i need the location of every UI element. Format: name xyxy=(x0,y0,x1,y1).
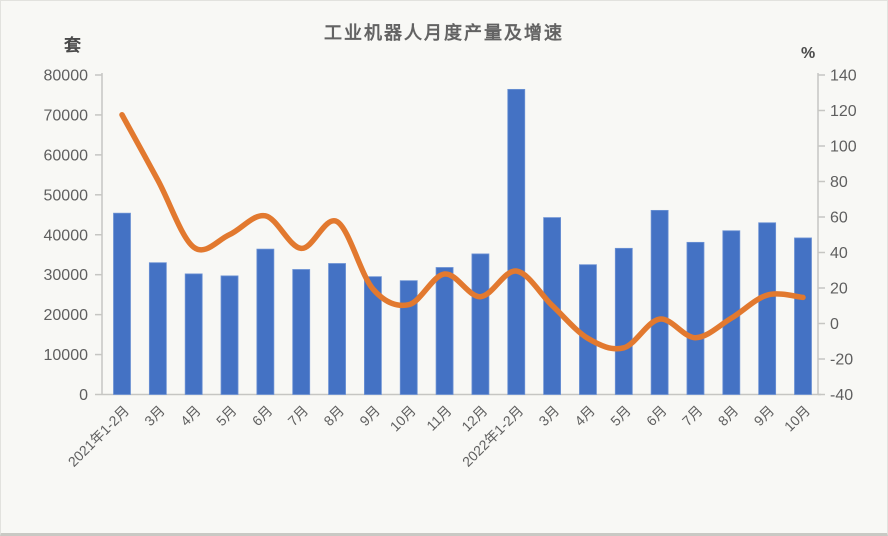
left-axis-tick-label: 60000 xyxy=(44,147,89,164)
production-bar xyxy=(399,280,418,395)
left-axis-tick-label: 50000 xyxy=(44,187,89,204)
right-axis-tick-label: 60 xyxy=(830,210,848,227)
right-axis-tick-label: 80 xyxy=(830,174,848,191)
chart-title: 工业机器人月度产量及增速 xyxy=(324,23,564,43)
x-axis-category-label: 10月 xyxy=(387,402,419,434)
left-axis-tick-label: 40000 xyxy=(44,227,89,244)
production-bar xyxy=(328,263,346,395)
right-axis-tick-label: 20 xyxy=(830,281,848,298)
x-axis-category-label: 7月 xyxy=(679,402,706,429)
x-axis-category-label: 2021年1-2月 xyxy=(65,402,132,469)
x-axis-category-label: 12月 xyxy=(458,402,490,434)
x-axis-category-label: 4月 xyxy=(177,402,204,429)
x-axis-category-label: 10月 xyxy=(781,402,813,434)
right-axis-unit-label: % xyxy=(801,45,816,62)
production-bar xyxy=(614,247,633,395)
right-axis-tick-label: 40 xyxy=(830,245,848,262)
production-bar xyxy=(507,88,526,395)
right-axis-tick-label: 140 xyxy=(830,68,857,85)
x-axis-category-label: 5月 xyxy=(607,402,634,429)
left-axis-tick-label: 0 xyxy=(79,387,88,404)
production-bar xyxy=(113,212,131,395)
production-bar xyxy=(220,275,239,395)
growth-line xyxy=(119,112,806,352)
production-bar xyxy=(650,209,669,395)
production-bar xyxy=(292,269,311,395)
production-bar xyxy=(256,248,275,395)
production-bar xyxy=(686,241,705,395)
right-axis-tick-label: 100 xyxy=(830,139,857,156)
x-axis-category-label: 8月 xyxy=(320,402,347,429)
x-axis-category-label: 8月 xyxy=(715,402,742,429)
right-axis-tick-label: 0 xyxy=(830,316,839,333)
left-axis-tick-label: 70000 xyxy=(44,107,89,124)
x-axis-category-label: 6月 xyxy=(249,402,276,429)
production-bar xyxy=(794,237,812,395)
x-axis-category-label: 9月 xyxy=(751,402,778,429)
production-bar xyxy=(363,276,382,395)
left-axis-tick-label: 10000 xyxy=(44,347,89,364)
left-axis-tick-label: 20000 xyxy=(44,307,89,324)
x-axis-category-label: 11月 xyxy=(423,402,454,433)
x-axis-category-label: 3月 xyxy=(141,402,168,429)
production-bar xyxy=(184,273,203,395)
x-axis-category-label: 7月 xyxy=(285,402,312,429)
production-bar xyxy=(435,267,454,395)
production-bar xyxy=(148,262,167,395)
x-axis-category-label: 9月 xyxy=(356,402,383,429)
x-axis-category-label: 3月 xyxy=(536,402,563,429)
left-axis-tick-label: 80000 xyxy=(44,68,89,85)
production-bar xyxy=(579,264,597,395)
production-bar xyxy=(758,222,777,395)
right-axis-tick-label: -20 xyxy=(830,352,853,369)
right-axis-tick-label: -40 xyxy=(830,387,853,404)
left-axis-tick-label: 30000 xyxy=(44,267,89,284)
x-axis-category-label: 4月 xyxy=(571,402,598,429)
production-bar xyxy=(471,253,490,395)
x-axis-category-label: 5月 xyxy=(213,402,240,429)
right-axis-tick-label: 120 xyxy=(830,103,857,120)
left-axis-unit-label: 套 xyxy=(64,36,81,55)
x-axis-category-label: 6月 xyxy=(643,402,670,429)
